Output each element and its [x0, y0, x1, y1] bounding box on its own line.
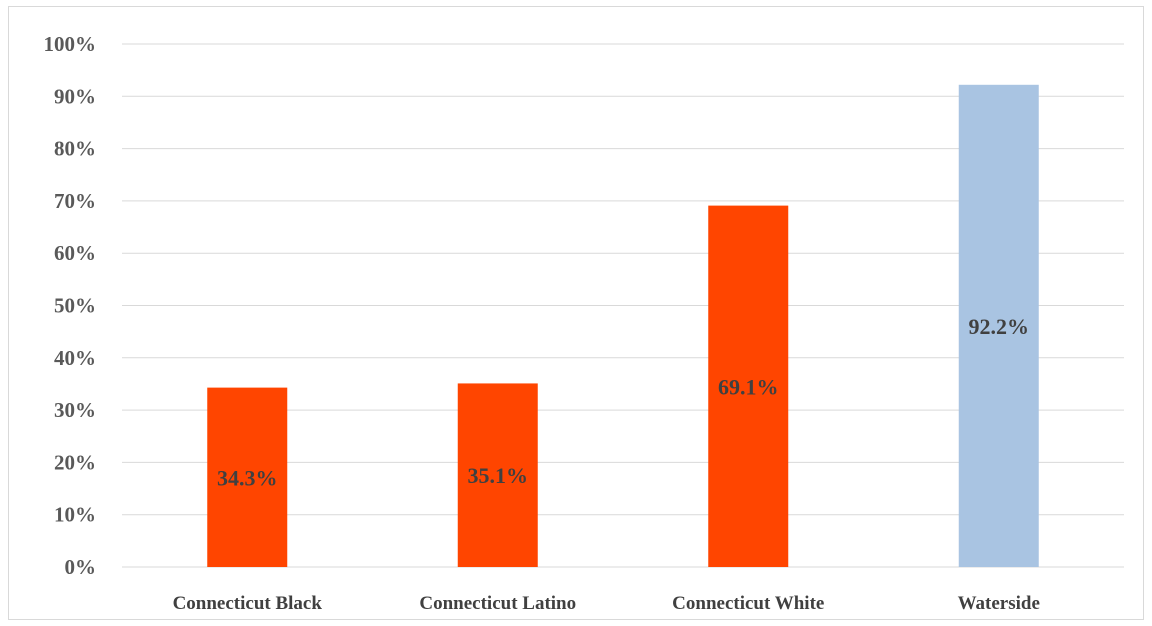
data-label-0: 34.3% — [217, 465, 278, 490]
category-label-1: Connecticut Latino — [419, 593, 576, 614]
data-label-1: 35.1% — [468, 463, 529, 488]
y-tick-label-20: 20% — [54, 450, 96, 474]
category-label-2: Connecticut White — [672, 593, 824, 614]
category-label-0: Connecticut Black — [173, 593, 323, 614]
y-tick-label-90: 90% — [54, 84, 96, 108]
data-labels: 34.3% 35.1% 69.1% 92.2% — [217, 314, 1029, 490]
y-tick-label-10: 10% — [54, 503, 96, 527]
y-tick-label-100: 100% — [44, 32, 97, 56]
y-tick-label-40: 40% — [54, 346, 96, 370]
category-label-3: Waterside — [958, 593, 1040, 614]
bars — [207, 84, 1039, 567]
y-tick-label-0: 0% — [65, 555, 97, 579]
bar-2 — [708, 205, 789, 567]
bar-3 — [958, 84, 1039, 567]
y-tick-label-70: 70% — [54, 189, 96, 213]
y-tick-label-60: 60% — [54, 241, 96, 265]
gridlines — [122, 43, 1124, 568]
data-label-3: 92.2% — [969, 314, 1030, 339]
x-axis-category-labels: Connecticut Black Connecticut Latino Conne… — [173, 593, 1040, 614]
chart-frame — [8, 6, 1144, 620]
bar-0 — [207, 387, 288, 567]
bar-1 — [457, 383, 538, 567]
y-axis-tick-labels: 0% 10% 20% 30% 40% 50% 60% 70% 80% 90% 100% — [44, 32, 97, 579]
y-tick-label-80: 80% — [54, 137, 96, 161]
y-tick-label-30: 30% — [54, 398, 96, 422]
y-tick-label-50: 50% — [54, 294, 96, 318]
data-label-2: 69.1% — [718, 374, 779, 399]
